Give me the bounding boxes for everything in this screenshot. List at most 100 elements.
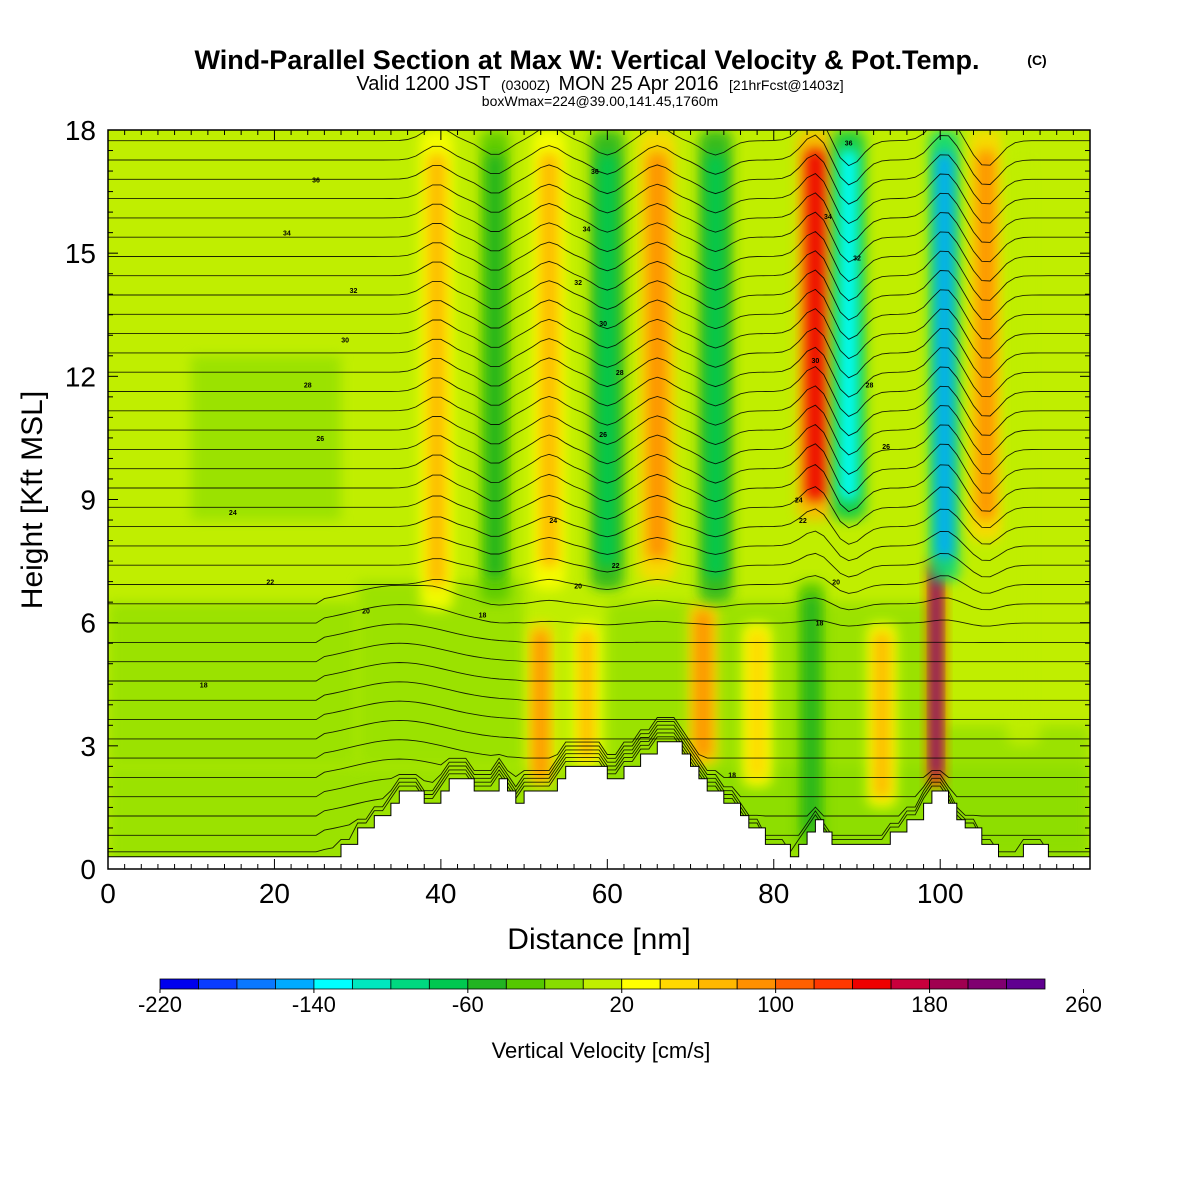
theta-contour-33: [108, 192, 1090, 244]
velocity-plume-core-13: [873, 631, 891, 799]
background-band-1: [108, 602, 358, 767]
theta-contour-6: [108, 719, 1090, 740]
colorbar-segment: [736, 978, 777, 990]
terrain-mask: [108, 741, 1090, 869]
theta-contour-3: [108, 724, 1090, 798]
theta-contour-10: [108, 642, 1090, 663]
background-band-3: [191, 355, 342, 521]
theta-contour-28: [108, 288, 1090, 340]
theta-contour-12: [108, 604, 1090, 627]
colorbar-segment: [698, 978, 738, 990]
contour-label-0: 18: [200, 682, 208, 689]
theta-contour-27: [108, 308, 1090, 360]
contour-label-4: 20: [362, 608, 370, 615]
velocity-plume-core-9: [748, 630, 766, 779]
background-band-2: [357, 581, 525, 767]
theta-contour-4: [108, 720, 1090, 778]
theta-contour-13: [108, 584, 1090, 611]
contour-label-1: 18: [479, 612, 487, 619]
contour-labels: 18 18 18 18 20 20 20 22 22 22 24 24 24 26 26 26 28 28 28 30…: [200, 140, 890, 779]
colorbar-segment: [659, 978, 700, 990]
theta-contour-20: [108, 443, 1090, 495]
velocity-plume-core-2: [533, 630, 548, 779]
colorbar-segment: [1006, 978, 1046, 990]
contour-label-29: 36: [591, 169, 599, 176]
forecast-info: [21hrFcst@1403z]: [729, 77, 844, 93]
theta-contour-21: [108, 423, 1090, 475]
contour-label-6: 20: [832, 580, 840, 587]
velocity-plume-core-8: [706, 153, 725, 579]
y-tick-label: 15: [65, 238, 96, 269]
theta-contour-35: [108, 153, 1090, 205]
y-tick-label: 6: [80, 608, 96, 639]
velocity-plume-core-16: [976, 150, 996, 521]
theta-contour-1: [108, 732, 1090, 836]
theta-contours: [108, 130, 1090, 853]
contour-label-10: 24: [229, 510, 237, 517]
velocity-plume-core-3: [539, 152, 559, 567]
chart-title: Wind-Parallel Section at Max W: Vertical…: [195, 45, 980, 75]
theta-contour-36: [108, 134, 1090, 186]
contour-label-16: 28: [304, 383, 312, 390]
colorbar-segment: [351, 978, 392, 990]
x-tick-label: 80: [758, 878, 789, 909]
colorbar-segment: [159, 978, 199, 990]
velocity-plumes: [420, 130, 1041, 849]
velocity-plume-core-6: [647, 152, 668, 560]
chart-title-block: Wind-Parallel Section at Max W: Vertical…: [195, 45, 1047, 109]
colorbar-segment: [313, 978, 353, 990]
theta-contour-26: [108, 327, 1090, 379]
theta-contour-34: [108, 173, 1090, 225]
colorbar-segment: [813, 978, 854, 990]
x-tick-label: 40: [425, 878, 456, 909]
colorbar-segment: [467, 978, 507, 990]
colorbar-segment: [929, 978, 969, 990]
colorbar-tick-label: -220: [138, 992, 182, 1017]
theta-contour-2: [108, 728, 1090, 817]
velocity-plume-core-17: [1014, 160, 1033, 716]
contour-label-26: 34: [583, 227, 591, 234]
contour-label-18: 28: [866, 383, 874, 390]
colorbar-segment: [621, 978, 661, 990]
theta-contour-24: [108, 366, 1090, 417]
contour-label-24: 32: [853, 255, 861, 262]
velocity-plume-core-0: [427, 154, 446, 587]
contour-label-20: 30: [599, 321, 607, 328]
contour-label-11: 24: [549, 518, 557, 525]
x-tick-label: 0: [100, 878, 116, 909]
valid-utc: (0300Z): [501, 77, 550, 93]
colorbar-segment: [890, 978, 930, 990]
colorbar-tick-label: -60: [452, 992, 484, 1017]
contour-label-12: 24: [795, 498, 803, 505]
theta-contour-5: [108, 717, 1090, 759]
theta-contour-15: [108, 552, 1090, 578]
copyright-tag: (C): [1027, 52, 1046, 68]
theta-contour-14: [108, 575, 1090, 594]
valid-prefix: Valid 1200 JST: [356, 73, 490, 95]
contour-label-3: 18: [816, 621, 824, 628]
theta-contour-22: [108, 404, 1090, 456]
theta-contour-19: [108, 463, 1090, 513]
colorbar-segment: [505, 978, 546, 990]
colorbar-segment: [275, 978, 315, 990]
colorbar: [159, 978, 1046, 990]
valid-date: MON 25 Apr 2016: [558, 73, 718, 95]
theta-contour-31: [108, 230, 1090, 282]
contour-label-14: 26: [599, 432, 607, 439]
plot-area: 18 18 18 18 20 20 20 22 22 22 24 24 24 26 26 26 28 28 28 30…: [108, 130, 1090, 869]
y-tick-label: 0: [80, 854, 96, 885]
contour-label-27: 34: [824, 214, 832, 221]
velocity-plume-core-15: [936, 152, 953, 560]
theta-contour-0: [108, 736, 1090, 853]
x-tick-label: 20: [259, 878, 290, 909]
theta-contour-17: [108, 508, 1090, 545]
contour-label-19: 30: [341, 337, 349, 344]
velocity-plume-core-10: [805, 149, 826, 501]
velocity-plume-core-4: [579, 629, 594, 760]
contour-label-7: 22: [266, 580, 274, 587]
theta-contour-23: [108, 385, 1090, 437]
contour-label-13: 26: [316, 436, 324, 443]
colorbar-tick-label: 260: [1065, 992, 1102, 1017]
colorbar-tick-label: -140: [292, 992, 336, 1017]
